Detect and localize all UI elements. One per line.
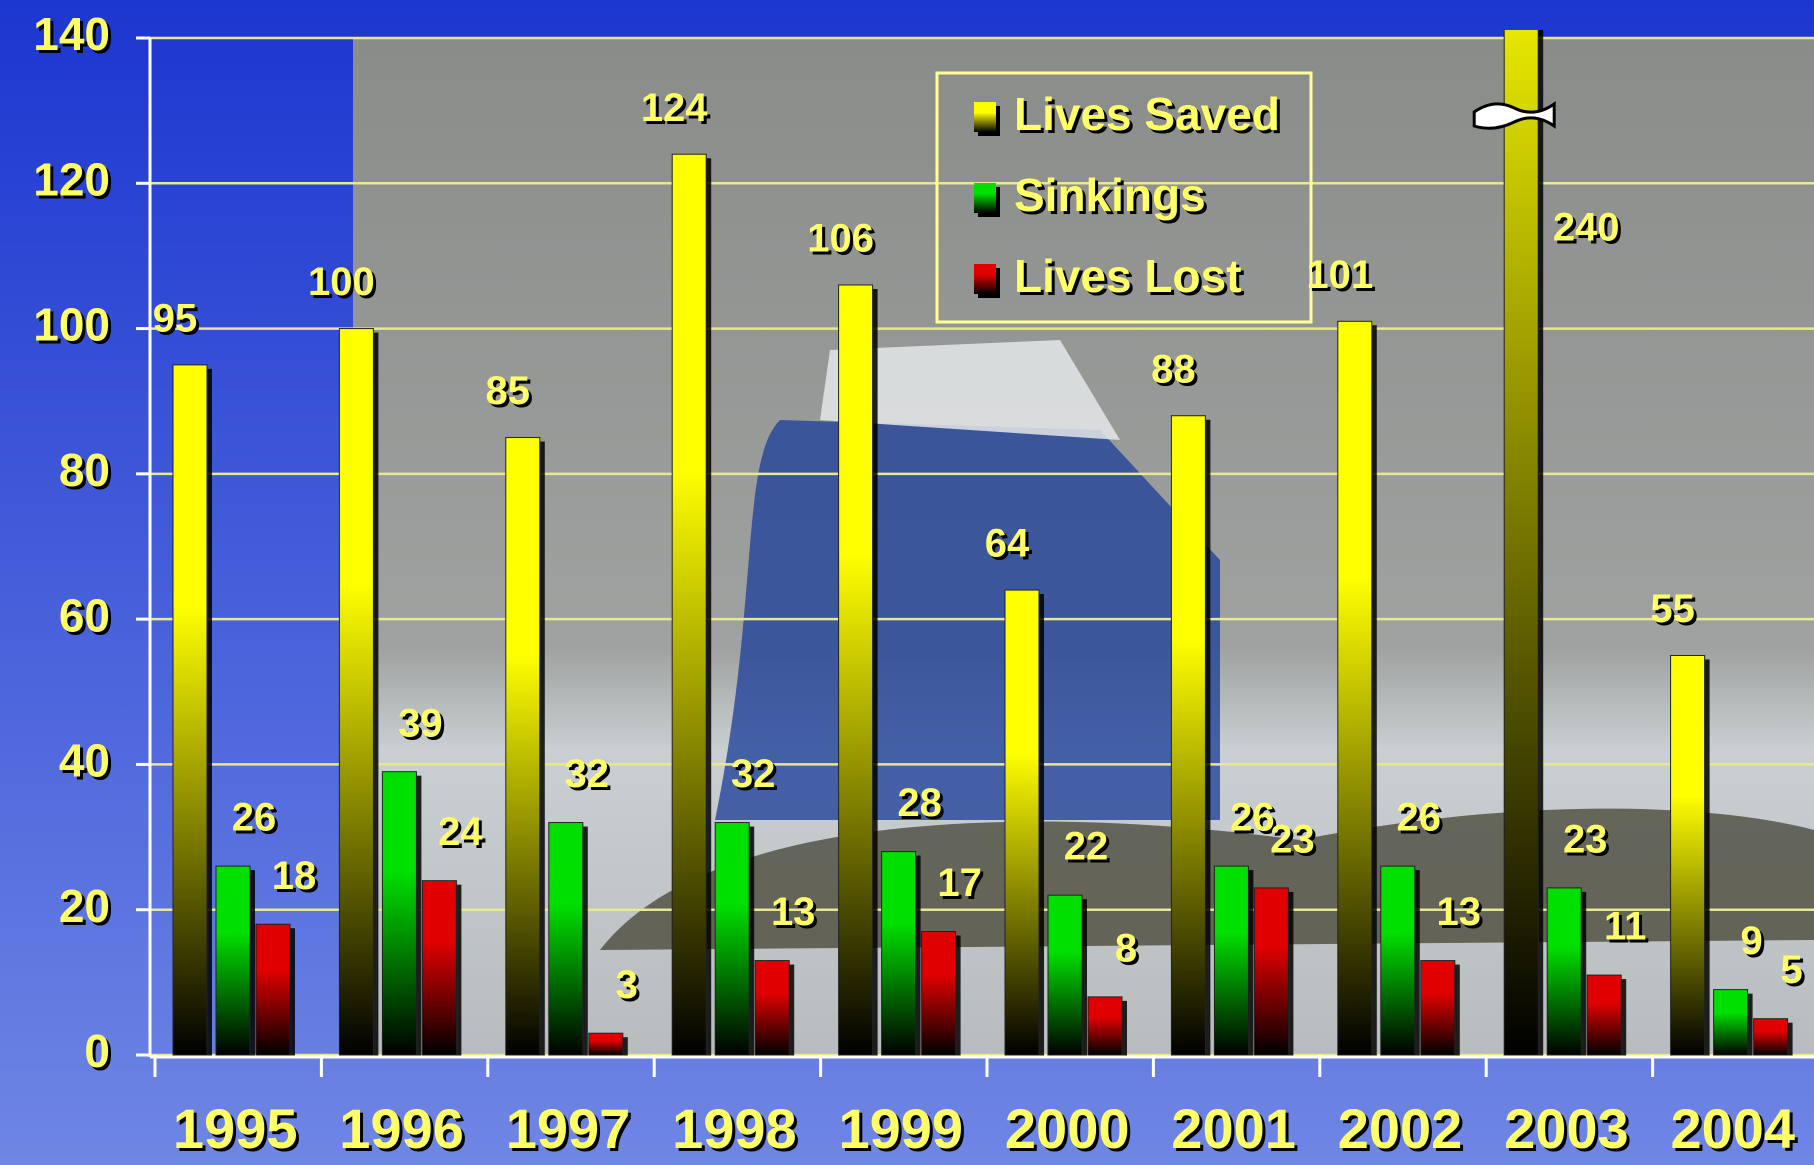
legend-label: Lives Saved — [1014, 88, 1280, 140]
bar — [548, 822, 584, 1056]
y-tick-label: 80 — [59, 444, 110, 496]
value-label: 9 — [1740, 919, 1762, 963]
value-label: 55 — [1650, 587, 1695, 631]
value-label: 28 — [897, 781, 942, 825]
value-label: 64 — [985, 522, 1030, 566]
bar — [1586, 974, 1622, 1056]
boat-cabin — [820, 340, 1120, 440]
value-label: 240 — [1553, 206, 1620, 250]
legend-label: Lives Lost — [1014, 250, 1242, 302]
bar — [421, 880, 457, 1056]
bar — [838, 284, 874, 1056]
value-label: 26 — [1230, 796, 1275, 840]
axis-break — [1472, 101, 1556, 130]
legend-swatch — [974, 102, 996, 132]
plot-area — [150, 30, 1814, 1057]
x-tick-label: 1997 — [506, 1097, 631, 1160]
x-tick-label: 1996 — [339, 1097, 464, 1160]
x-tick-label: 1995 — [173, 1097, 298, 1160]
y-tick-label: 60 — [59, 589, 110, 641]
x-tick-label: 2004 — [1671, 1097, 1796, 1160]
value-label: 5 — [1780, 948, 1802, 992]
bar — [1503, 30, 1539, 1056]
value-label: 95 — [153, 296, 198, 340]
bar — [1380, 865, 1416, 1056]
y-tick-label: 20 — [59, 880, 110, 932]
value-label: 13 — [771, 890, 816, 934]
bar — [1670, 654, 1706, 1056]
x-tick-label: 2001 — [1171, 1097, 1296, 1160]
value-label: 23 — [1563, 817, 1608, 861]
x-tick-label: 1998 — [672, 1097, 797, 1160]
value-label: 18 — [272, 854, 317, 898]
bar — [921, 931, 957, 1056]
value-label: 100 — [308, 260, 375, 304]
value-label: 13 — [1437, 890, 1482, 934]
value-label: 11 — [1604, 905, 1646, 949]
value-label: 24 — [438, 810, 483, 854]
y-tick-label: 120 — [33, 153, 110, 205]
bar — [1170, 415, 1206, 1056]
bar — [1253, 887, 1289, 1056]
value-label: 8 — [1115, 926, 1137, 970]
bar — [671, 153, 707, 1056]
bar — [881, 851, 917, 1056]
value-label: 26 — [1397, 796, 1442, 840]
bar — [1420, 960, 1456, 1056]
value-label: 39 — [398, 701, 443, 745]
value-label: 32 — [731, 752, 776, 796]
bar — [1213, 865, 1249, 1056]
bar — [1337, 320, 1373, 1056]
bar — [381, 771, 417, 1056]
bar — [1087, 996, 1123, 1056]
legend-box — [935, 71, 1313, 324]
bar — [1713, 989, 1749, 1056]
legend: Lives Saved Sinkings Lives Lost — [935, 71, 1313, 324]
x-tick-label: 2002 — [1338, 1097, 1463, 1160]
y-tick-label: 40 — [59, 735, 110, 787]
bar — [172, 364, 208, 1056]
y-tick-label: 100 — [33, 299, 110, 351]
value-label: 85 — [486, 369, 531, 413]
x-tick-label: 2000 — [1005, 1097, 1130, 1160]
x-tick-label: 1999 — [839, 1097, 964, 1160]
value-label: 22 — [1064, 825, 1109, 869]
legend-swatch — [974, 264, 996, 294]
value-label: 88 — [1151, 347, 1196, 391]
value-label: 3 — [616, 963, 638, 1007]
y-tick-label: 140 — [33, 8, 110, 60]
value-label: 106 — [807, 217, 874, 261]
bars — [172, 30, 1793, 1056]
bar — [215, 865, 251, 1056]
bar — [588, 1032, 624, 1056]
value-label: 26 — [232, 796, 277, 840]
bar — [1546, 887, 1582, 1056]
value-label: 23 — [1270, 817, 1315, 861]
bar — [338, 328, 374, 1056]
value-label: 32 — [565, 752, 610, 796]
bar — [505, 437, 541, 1056]
value-label: 101 — [1306, 253, 1373, 297]
x-tick-label: 2003 — [1504, 1097, 1629, 1160]
bar — [1753, 1018, 1789, 1056]
bar — [1047, 894, 1083, 1056]
bar — [1004, 589, 1040, 1056]
bar — [754, 960, 790, 1056]
bar — [255, 923, 291, 1056]
bar — [714, 822, 750, 1056]
legend-swatch — [974, 183, 996, 213]
y-tick-label: 0 — [84, 1025, 110, 1077]
legend-label: Sinkings — [1014, 169, 1206, 221]
value-label: 17 — [937, 861, 982, 905]
value-label: 124 — [641, 86, 708, 130]
